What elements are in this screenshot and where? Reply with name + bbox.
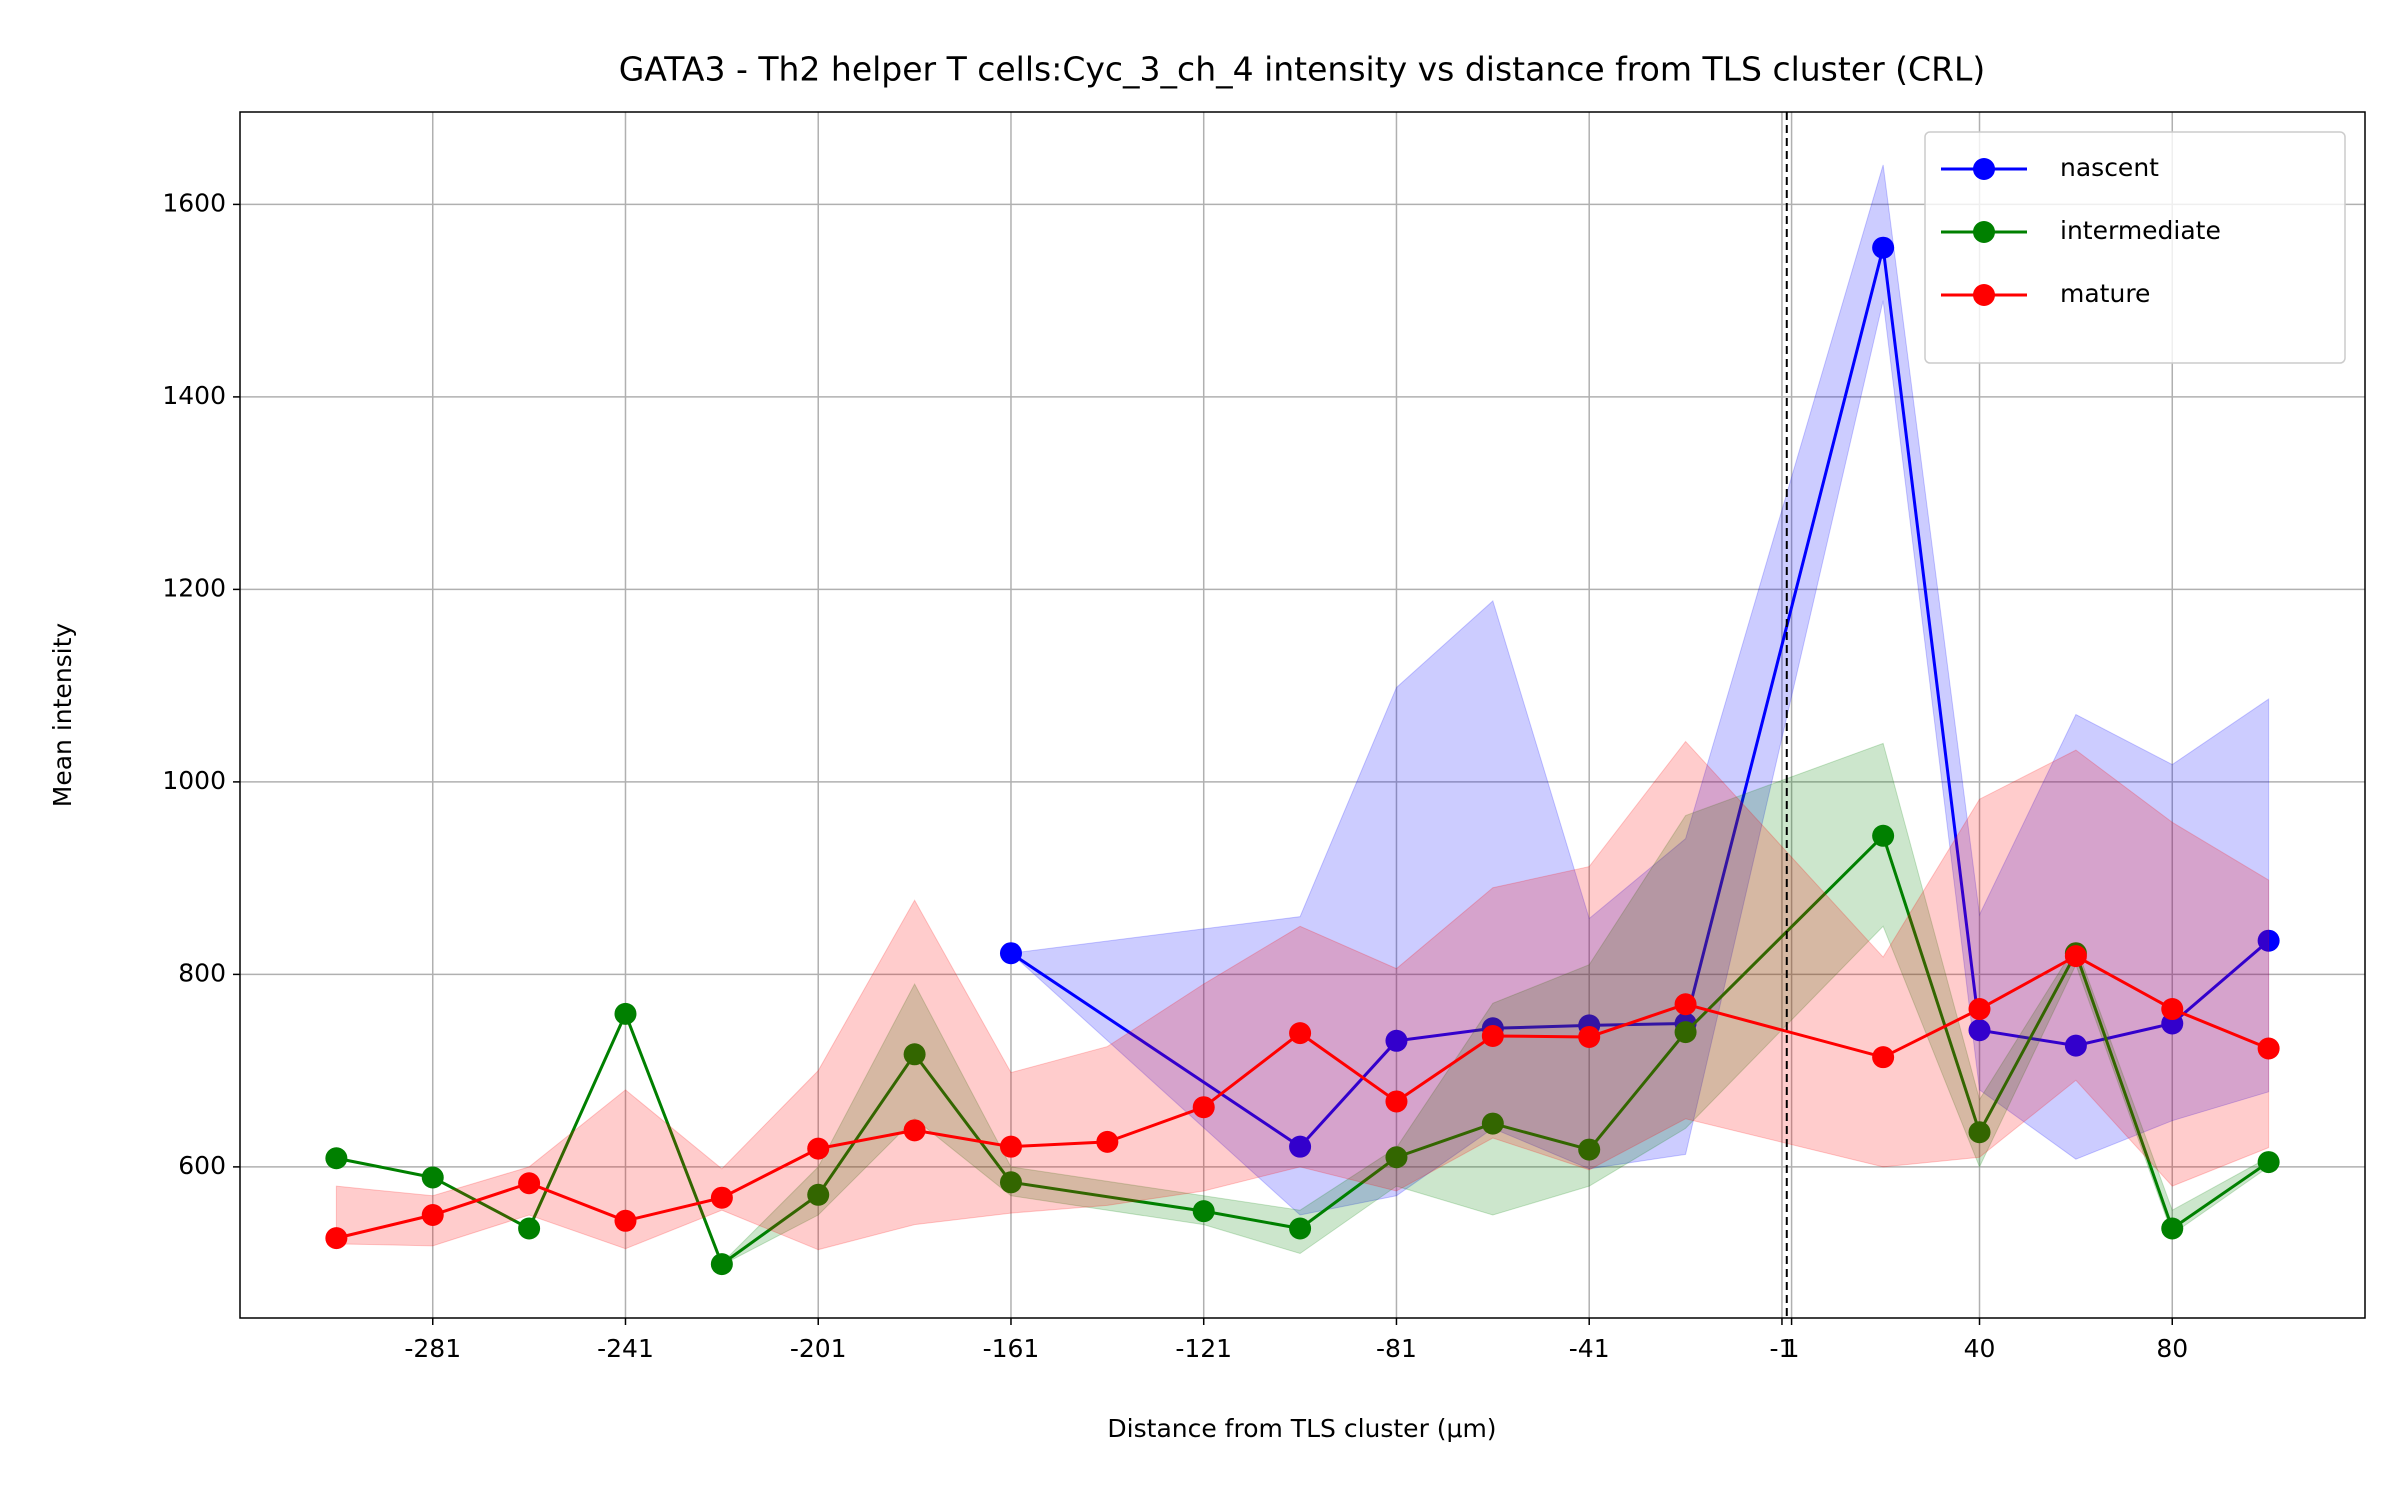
data-point	[2064, 945, 2087, 968]
data-point	[1385, 1029, 1408, 1052]
data-point	[1872, 236, 1895, 259]
chart-title: GATA3 - Th2 helper T cells:Cyc_3_ch_4 in…	[619, 50, 1986, 89]
y-tick-label: 800	[178, 958, 226, 987]
data-point	[710, 1186, 733, 1209]
data-point	[903, 1043, 926, 1066]
x-tick-label: -201	[790, 1334, 847, 1363]
series-line	[336, 954, 2270, 1240]
data-point	[1481, 1112, 1504, 1135]
data-point	[518, 1172, 541, 1195]
x-tick-label: -41	[1569, 1334, 1610, 1363]
data-point	[999, 1171, 1022, 1194]
x-tick-label: -241	[597, 1334, 654, 1363]
y-tick-label: 1600	[162, 188, 226, 217]
data-point	[325, 1147, 348, 1170]
data-point	[1289, 1135, 1312, 1158]
data-point	[325, 1227, 348, 1250]
data-point	[2257, 929, 2280, 952]
y-tick-label: 1000	[162, 766, 226, 795]
y-axis-label: Mean intensity	[48, 623, 77, 808]
legend-label: intermediate	[2060, 216, 2221, 245]
y-tick-label: 600	[178, 1151, 226, 1180]
x-tick-label: 40	[1964, 1334, 1996, 1363]
x-tick-label: 80	[2156, 1334, 2188, 1363]
data-point	[807, 1183, 830, 1206]
data-point	[1578, 1138, 1601, 1161]
data-point	[999, 1135, 1022, 1158]
data-point	[1674, 1021, 1697, 1044]
x-tick-label: -1	[1769, 1334, 1794, 1363]
data-point	[1192, 1096, 1215, 1119]
data-point	[1289, 1217, 1312, 1240]
error-band	[335, 740, 2270, 1251]
data-point	[614, 1209, 637, 1232]
legend-label: mature	[2060, 279, 2150, 308]
data-point	[1192, 1200, 1215, 1223]
data-point	[1968, 1121, 1991, 1144]
data-point	[518, 1217, 541, 1240]
data-point	[421, 1166, 444, 1189]
data-point	[1385, 1090, 1408, 1113]
data-point	[2257, 1037, 2280, 1060]
x-axis-label: Distance from TLS cluster (μm)	[1107, 1414, 1496, 1443]
x-tick-label: -281	[404, 1334, 461, 1363]
x-tick-label: -121	[1175, 1334, 1232, 1363]
legend-label: nascent	[2060, 153, 2159, 182]
x-tick-label: -161	[983, 1334, 1040, 1363]
data-point	[1968, 1019, 1991, 1042]
legend-box	[1924, 131, 2346, 364]
data-point	[2064, 1034, 2087, 1057]
data-point	[614, 1002, 637, 1025]
data-point	[2257, 1151, 2280, 1174]
data-point	[999, 942, 1022, 965]
data-point	[1096, 1130, 1119, 1153]
data-point	[2161, 998, 2184, 1021]
data-point	[807, 1137, 830, 1160]
data-point	[1674, 993, 1697, 1016]
data-point	[1872, 1046, 1895, 1069]
data-point	[1385, 1146, 1408, 1169]
data-point	[1481, 1024, 1504, 1047]
legend-marker	[1973, 221, 1995, 243]
data-point	[2161, 1217, 2184, 1240]
plot-frame	[239, 111, 2366, 1319]
y-tick-label: 1400	[162, 381, 226, 410]
x-tick-label: 1	[1784, 1334, 1800, 1363]
error-band	[1009, 164, 2270, 1216]
x-tick-label: -81	[1376, 1334, 1417, 1363]
data-point	[421, 1204, 444, 1227]
data-point	[903, 1119, 926, 1142]
data-point	[1578, 1025, 1601, 1048]
data-point	[1289, 1022, 1312, 1045]
legend-marker	[1973, 158, 1995, 180]
data-point	[710, 1253, 733, 1276]
data-point	[1872, 824, 1895, 847]
legend-marker	[1973, 284, 1995, 306]
y-tick-label: 1200	[162, 573, 226, 602]
data-point	[1968, 998, 1991, 1021]
